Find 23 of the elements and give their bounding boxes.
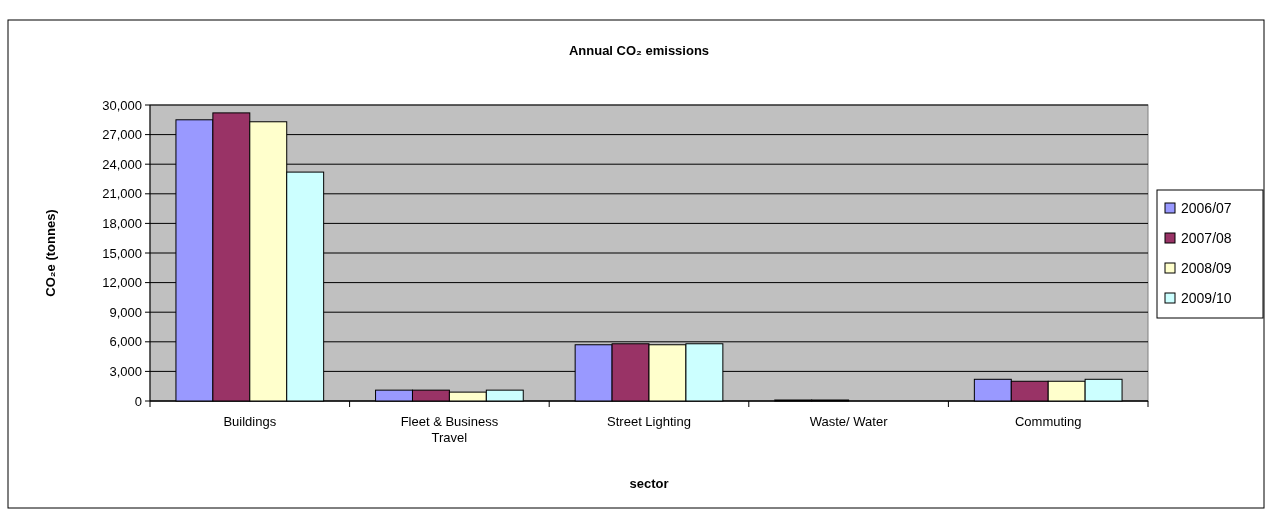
y-axis-title: CO₂e (tonnes) xyxy=(43,209,58,297)
y-tick-label: 0 xyxy=(134,393,142,409)
y-tick-label: 21,000 xyxy=(102,186,142,202)
y-tick-label: 27,000 xyxy=(102,127,142,143)
legend-label: 2008/09 xyxy=(1181,259,1232,276)
x-tick-label: Buildings xyxy=(223,414,277,429)
x-tick-label: Waste/ Water xyxy=(809,414,889,429)
y-tick-label: 15,000 xyxy=(102,245,142,261)
x-tick-label: Street Lighting xyxy=(607,414,691,429)
y-tick-label: 24,000 xyxy=(102,156,142,172)
y-tick-label: 12,000 xyxy=(102,275,142,291)
legend-label: 2007/08 xyxy=(1181,229,1232,246)
x-tick-label: Fleet & Business Travel xyxy=(400,414,499,445)
legend-label: 2006/07 xyxy=(1181,199,1232,216)
y-tick-label: 30,000 xyxy=(102,97,142,113)
x-tick-label: Commuting xyxy=(1014,414,1082,429)
y-tick-label: 9,000 xyxy=(109,304,142,320)
y-tick-label: 6,000 xyxy=(109,334,142,350)
x-axis-title: sector xyxy=(629,476,669,491)
y-tick-label: 3,000 xyxy=(109,363,142,379)
y-tick-label: 18,000 xyxy=(102,215,142,231)
legend-label: 2009/10 xyxy=(1181,289,1232,306)
chart-title: Annual CO₂ emissions xyxy=(568,43,710,58)
